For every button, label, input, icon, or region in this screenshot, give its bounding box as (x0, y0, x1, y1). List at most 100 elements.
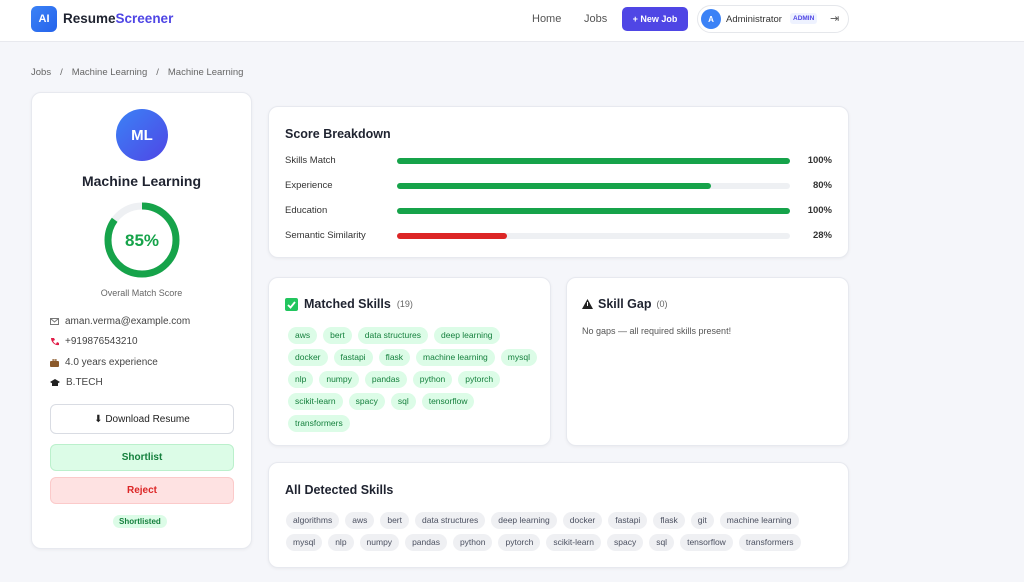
bar-track (397, 233, 790, 239)
skill-chip: nlp (288, 371, 314, 388)
card-title: Matched Skills (304, 297, 391, 311)
warning-icon (582, 299, 593, 309)
skill-chip: mysql (500, 349, 537, 366)
skill-chip: bert (323, 327, 352, 344)
all-skills-card: All Detected Skills algorithms aws bert dat… (268, 462, 849, 568)
skill-chip: deep learning (491, 512, 557, 529)
profile-card: ML Machine Learning 85% Overall Match Sc… (31, 92, 252, 549)
score-label: 85% (125, 231, 159, 250)
skill-chip: pandas (364, 371, 407, 388)
score-breakdown-card: Score Breakdown Skills Match 100% Experien… (268, 106, 849, 258)
icon (50, 358, 59, 367)
education-row: B.TECH (50, 377, 103, 388)
phone-row: +919876543210 (50, 336, 138, 347)
skill-chip: docker (288, 349, 328, 366)
breadcrumb-separator: / (60, 67, 63, 78)
skill-chip: git (690, 512, 714, 529)
count: (19) (396, 299, 413, 309)
skill-gap-card: Skill Gap (0) No gaps — all required skil… (566, 277, 849, 446)
bar-track (397, 158, 790, 164)
status-badge: Shortlisted (113, 515, 167, 528)
score-caption: Overall Match Score (100, 288, 183, 298)
chip-list: aws bert data structures deep learning docke… (288, 327, 538, 432)
count: (0) (656, 299, 668, 309)
email: aman.verma@example.com (65, 316, 191, 327)
skill-chip: numpy (359, 534, 400, 551)
experience: 4.0 years experience (65, 357, 158, 368)
candidate-name: Machine Learning (81, 173, 202, 189)
user-menu[interactable]: A Administrator ADMIN ⇥ (697, 5, 849, 33)
shortlist-button[interactable]: Shortlist (50, 444, 234, 471)
new-job-button[interactable]: + New Job (622, 7, 688, 31)
reject-button[interactable]: Reject (50, 477, 234, 504)
skill-chip: bert (380, 512, 409, 529)
skill-chip: data structures (357, 327, 429, 344)
skill-chip: sql (390, 393, 416, 410)
breadcrumb-separator: / (156, 67, 159, 78)
brand-second: Screener (115, 11, 174, 26)
skill-chip: numpy (319, 371, 359, 388)
skill-chip: aws (288, 327, 318, 344)
skill-chip: transformers (288, 415, 350, 432)
row-label: Education (285, 205, 328, 216)
nav-link[interactable]: Jobs (584, 13, 608, 25)
check-icon (285, 297, 298, 311)
skill-chip: spacy (348, 393, 385, 410)
skill-chip: tensorflow (421, 393, 475, 410)
skill-chip: docker (562, 512, 603, 529)
email-row: aman.verma@example.com (50, 316, 190, 327)
bar-track (397, 208, 790, 214)
skill-chip: spacy (606, 534, 644, 551)
education: B.TECH (66, 377, 103, 388)
phone: +919876543210 (65, 336, 138, 347)
skill-chip: pandas (405, 534, 447, 551)
skill-chip: flask (653, 512, 685, 529)
row-value: 100% (807, 155, 832, 166)
skill-chip: python (452, 534, 493, 551)
skill-chip: machine learning (719, 512, 799, 529)
logout[interactable]: ⇥ (830, 13, 840, 25)
card-title-row: Matched Skills (19) (285, 297, 413, 311)
icon (50, 318, 59, 325)
skill-chip: python (412, 371, 453, 388)
skill-chip: fastapi (333, 349, 373, 366)
breadcrumb-item: Machine Learning (167, 67, 244, 78)
initials: ML (116, 109, 168, 161)
chip-list: algorithms aws bert data structures deep lea… (286, 512, 831, 551)
skill-chip: pytorch (498, 534, 541, 551)
bar (397, 208, 790, 214)
skill-chip: mysql (286, 534, 323, 551)
row-value: 100% (807, 205, 832, 216)
skill-chip: tensorflow (680, 534, 733, 551)
experience-row: 4.0 years experience (50, 357, 158, 368)
ring-value (104, 202, 180, 278)
navbar: AI ResumeScreener Home Jobs + New Job A … (0, 0, 1024, 42)
skill-chip: deep learning (434, 327, 500, 344)
skill-chip: machine learning (416, 349, 495, 366)
card-title: All Detected Skills (285, 483, 394, 497)
brand[interactable]: ResumeScreener (63, 11, 173, 26)
avatar: A (701, 9, 721, 29)
card-title: Skill Gap (598, 297, 652, 311)
bar (397, 183, 712, 189)
bar (397, 233, 508, 239)
gap-message: No gaps — all required skills present! (582, 326, 732, 336)
logo[interactable]: AI (31, 6, 57, 32)
download-button[interactable]: ⬇ Download Resume (50, 404, 234, 434)
skill-chip: sql (649, 534, 675, 551)
skill-chip: nlp (328, 534, 354, 551)
skill-chip: data structures (415, 512, 486, 529)
breadcrumb-item[interactable]: Jobs (31, 67, 52, 78)
bar-track (397, 183, 790, 189)
brand-first: Resume (63, 11, 116, 26)
skill-chip: scikit-learn (546, 534, 601, 551)
nav-link[interactable]: Home (532, 13, 562, 25)
skill-chip: scikit-learn (288, 393, 343, 410)
skill-chip: aws (345, 512, 375, 529)
skill-chip: transformers (738, 534, 801, 551)
matched-skills-card: Matched Skills (19) aws bert data structure… (268, 277, 551, 446)
role-badge: ADMIN (790, 13, 818, 24)
breadcrumb-item[interactable]: Machine Learning (71, 67, 148, 78)
user-name: Administrator (726, 14, 782, 25)
